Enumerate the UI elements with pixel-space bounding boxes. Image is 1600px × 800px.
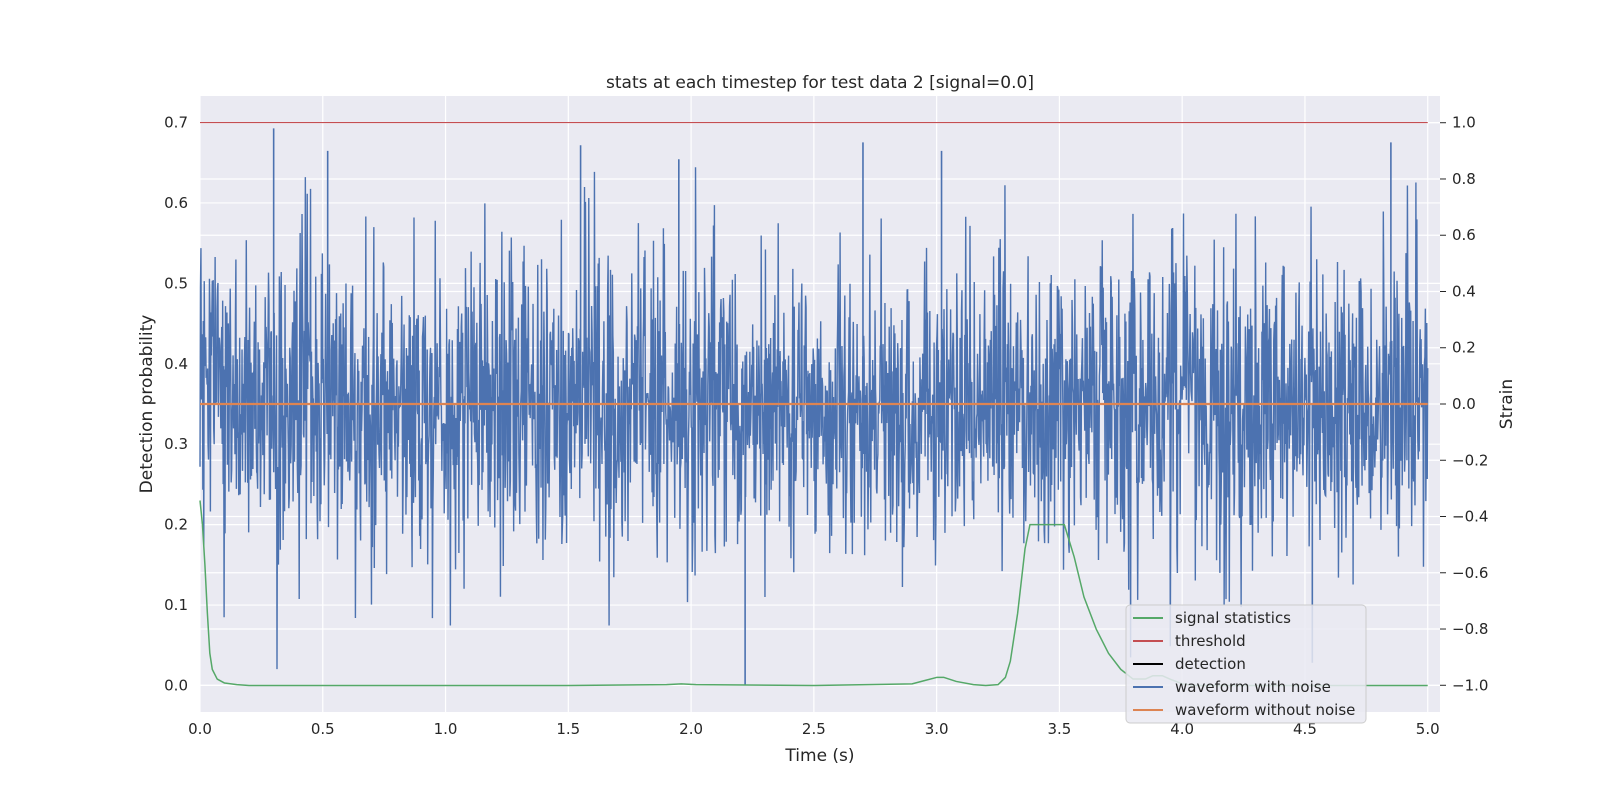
- legend-label-waveform-without-noise: waveform without noise: [1175, 701, 1355, 719]
- y-left-tick-label: 0.7: [164, 114, 188, 132]
- chart-title: stats at each timestep for test data 2 […: [606, 73, 1034, 93]
- y-right-tick-label: −0.8: [1452, 620, 1488, 638]
- legend: signal statistics threshold detection wa…: [1125, 604, 1367, 724]
- x-tick-label: 5.0: [1416, 720, 1440, 738]
- y-left-tick-label: 0.3: [164, 435, 188, 453]
- x-tick-label: 0.5: [311, 720, 335, 738]
- legend-label-waveform-with-noise: waveform with noise: [1175, 678, 1331, 696]
- x-tick-label: 2.0: [679, 720, 703, 738]
- y-right-tick-label: −0.6: [1452, 564, 1488, 582]
- x-tick-label: 0.0: [188, 720, 212, 738]
- y-right-tick-label: 0.8: [1452, 170, 1476, 188]
- x-axis-label: Time (s): [784, 746, 854, 766]
- x-tick-label: 1.0: [434, 720, 458, 738]
- y-left-tick-label: 0.1: [164, 596, 188, 614]
- plot-area: [199, 121, 1429, 687]
- x-tick-label: 1.5: [556, 720, 580, 738]
- legend-label-threshold: threshold: [1175, 632, 1246, 650]
- x-tick-label: 2.5: [802, 720, 826, 738]
- y-axis-left-label: Detection probability: [137, 315, 157, 494]
- series-waveform-with-noise: [199, 167, 1429, 670]
- y-right-tick-label: 0.6: [1452, 226, 1476, 244]
- legend-label-signal-statistics: signal statistics: [1175, 609, 1291, 627]
- y-right-tick-label: 0.4: [1452, 282, 1476, 300]
- y-right-tick-label: 1.0: [1452, 114, 1476, 132]
- series-waveform-with-noise-peaks: [272, 128, 1392, 686]
- y-left-tick-label: 0.6: [164, 194, 188, 212]
- x-axis: 0.0 0.5 1.0 1.5 2.0 2.5 3.0 3.5 4.0 4.5 5.0: [188, 720, 1440, 738]
- y-axis-left: 0.0 0.1 0.2 0.3 0.4 0.5 0.6 0.7: [164, 114, 188, 695]
- y-right-tick-label: −0.2: [1452, 451, 1488, 469]
- y-right-tick-label: −0.4: [1452, 508, 1488, 526]
- legend-label-detection: detection: [1175, 655, 1246, 673]
- y-left-tick-label: 0.4: [164, 355, 188, 373]
- y-left-tick-label: 0.2: [164, 516, 188, 534]
- x-tick-label: 4.5: [1293, 720, 1317, 738]
- y-right-tick-label: −1.0: [1452, 676, 1488, 694]
- x-tick-label: 4.0: [1170, 720, 1194, 738]
- y-left-tick-label: 0.0: [164, 676, 188, 694]
- x-tick-label: 3.0: [925, 720, 949, 738]
- y-left-tick-label: 0.5: [164, 274, 188, 292]
- y-right-tick-label: 0.2: [1452, 339, 1476, 357]
- legend-frame: [1125, 604, 1367, 724]
- y-right-tick-label: 0.0: [1452, 395, 1476, 413]
- x-tick-label: 3.5: [1047, 720, 1071, 738]
- y-axis-right-label: Strain: [1497, 379, 1517, 429]
- y-axis-right: −1.0 −0.8 −0.6 −0.4 −0.2 0.0 0.2 0.4 0.6 0.8 1.0: [1440, 114, 1488, 694]
